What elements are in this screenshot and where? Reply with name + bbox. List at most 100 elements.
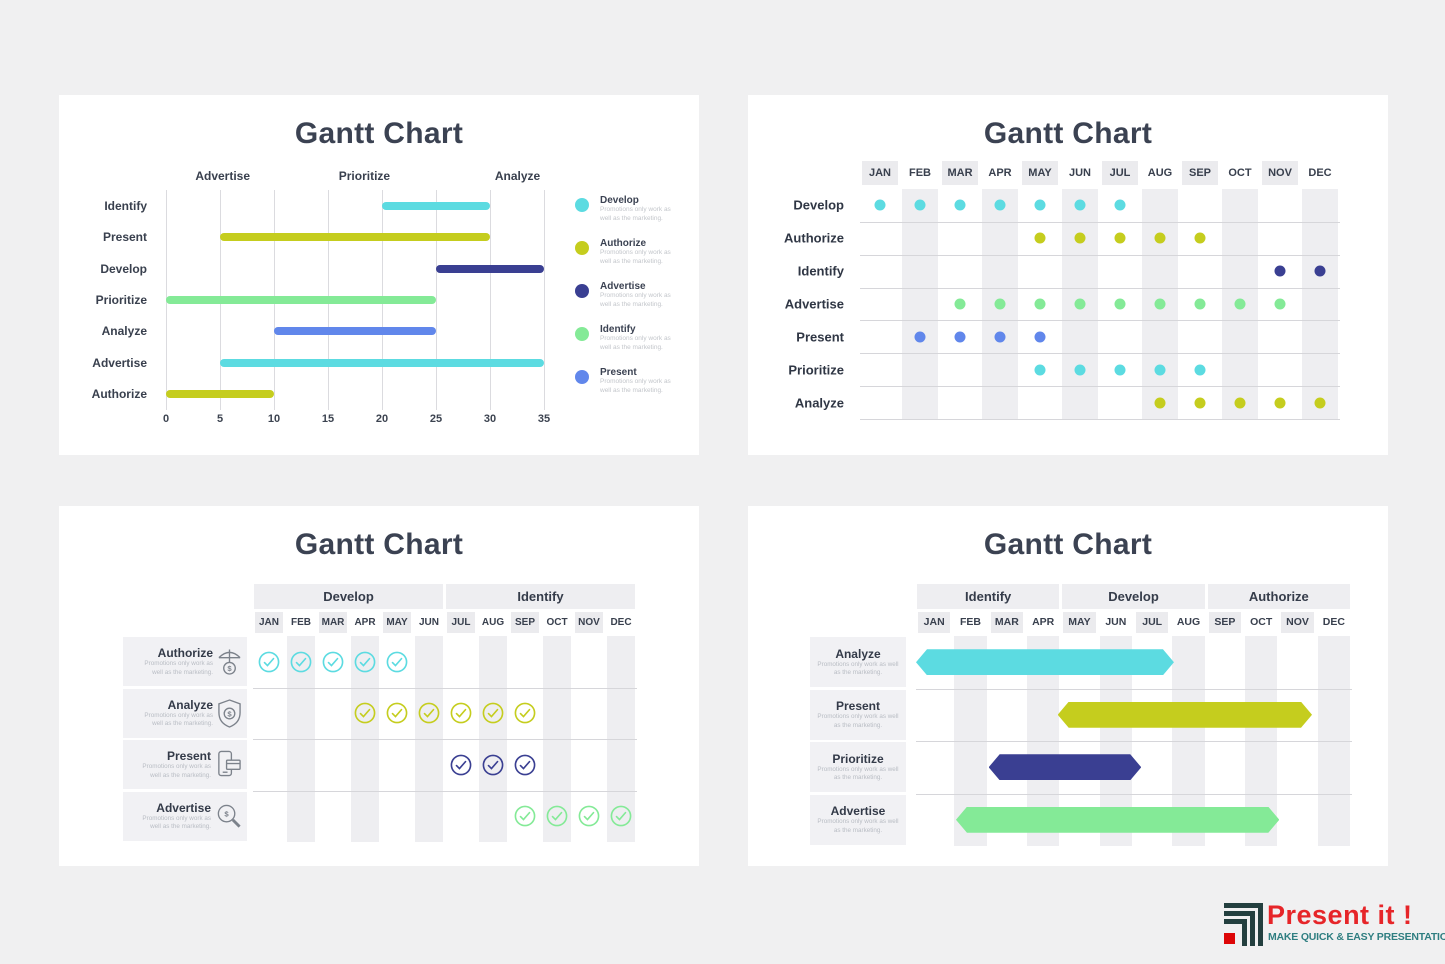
- task-label: Present: [102, 230, 147, 245]
- activity-dot: [1154, 397, 1166, 409]
- chart-row: [860, 255, 1340, 289]
- legend-label: Authorize: [600, 238, 647, 249]
- row-label: Present: [796, 329, 844, 345]
- activity-dot: [1114, 298, 1126, 310]
- activity-dot: [1154, 232, 1166, 244]
- row-label-box: Present Promotions only work as well as t…: [123, 740, 247, 789]
- row-description: Promotions only work as well as the mark…: [142, 814, 211, 830]
- activity-dot: [1034, 232, 1046, 244]
- activity-dot: [1274, 265, 1286, 277]
- column-stripe: [479, 636, 507, 842]
- activity-dot: [1034, 199, 1046, 211]
- legend: Develop Promotions only work as well as t…: [575, 195, 697, 415]
- gridline: [544, 190, 545, 410]
- row-label-box: Prioritize Promotions only work as well a…: [810, 742, 906, 792]
- activity-dot: [954, 298, 966, 310]
- column-stripe: [607, 636, 635, 842]
- check-icon: [418, 702, 441, 725]
- activity-dot: [1274, 397, 1286, 409]
- task-label: Develop: [100, 261, 147, 276]
- chart-row: [916, 794, 1352, 847]
- logo-bracket: [1224, 903, 1263, 946]
- task-label: Identify: [104, 198, 147, 213]
- phase-header: Prioritize: [338, 169, 391, 183]
- month-header-cell: NOV: [1262, 161, 1298, 185]
- month-header-cell: AUG: [1176, 616, 1201, 628]
- gantt-bar: [382, 201, 490, 210]
- month-header-cell: MAR: [319, 612, 347, 633]
- month-header-cell: JUN: [418, 617, 439, 628]
- task-label-boxes: Authorize Promotions only work as well as…: [123, 636, 249, 842]
- check-icon: [610, 805, 633, 828]
- activity-dot: [1154, 364, 1166, 376]
- month-header-cell: FEB: [959, 616, 981, 628]
- shield-dollar-icon: $: [217, 698, 242, 729]
- x-tick-label: 25: [429, 413, 443, 425]
- chart-row: [253, 739, 637, 792]
- phone-card-icon: [215, 749, 242, 780]
- legend-description: Promotions only work as well as the mark…: [600, 206, 671, 222]
- row-label: Identify: [797, 263, 844, 279]
- row-label-text: Authorize Promotions only work as well as…: [139, 646, 213, 676]
- month-header-cell: NOV: [1281, 612, 1314, 633]
- task-label: Authorize: [91, 387, 147, 402]
- row-description: Promotions only work as well as the mark…: [817, 713, 899, 729]
- month-header-cell: AUG: [1147, 167, 1173, 179]
- activity-dot: [914, 199, 926, 211]
- chart-row: [860, 288, 1340, 322]
- chart-row: [916, 741, 1352, 795]
- activity-dot: [1074, 199, 1086, 211]
- row-title: Prioritize: [832, 751, 884, 766]
- chart-row: [253, 791, 637, 843]
- magnifier-dollar-icon: $: [215, 802, 242, 831]
- activity-dot: [1234, 298, 1246, 310]
- month-header-cell: JUN: [1068, 167, 1091, 179]
- row-description: Promotions only work as well as the mark…: [144, 711, 213, 727]
- activity-dot: [954, 331, 966, 343]
- month-header-cell: OCT: [1228, 167, 1252, 179]
- gridline: [490, 190, 491, 410]
- check-icon: [354, 650, 377, 673]
- row-label-text: Analyze Promotions only work as well as t…: [139, 698, 213, 728]
- x-axis-ticks: 0 5 10 15 20 25 30 35: [163, 413, 550, 427]
- check-icon: [578, 805, 601, 828]
- check-icon: [322, 650, 345, 673]
- chart-title: Gantt Chart: [983, 528, 1153, 561]
- row-description: Promotions only work as well as the mark…: [144, 660, 213, 676]
- activity-dot: [1274, 298, 1286, 310]
- check-icon: [450, 702, 473, 725]
- month-header-cell: FEB: [291, 617, 311, 628]
- row-label-text: Present Promotions only work as well as t…: [137, 749, 211, 779]
- activity-dot: [994, 331, 1006, 343]
- chart-title: Gantt Chart: [294, 528, 464, 561]
- activity-dot: [1114, 364, 1126, 376]
- chart-row: [916, 689, 1352, 742]
- month-header-cell: JUL: [1136, 612, 1169, 633]
- x-tick-label: 10: [267, 413, 281, 425]
- column-stripe: [543, 636, 571, 842]
- row-label: Authorize: [784, 230, 844, 246]
- x-tick-label: 5: [216, 413, 224, 425]
- check-icon: [514, 753, 537, 776]
- row-description: Promotions only work as well as the mark…: [817, 818, 899, 834]
- row-title: Analyze: [167, 697, 213, 712]
- month-header-cell: AUG: [481, 617, 505, 628]
- month-header-cell: MAR: [990, 612, 1023, 633]
- row-label: Analyze: [794, 395, 844, 411]
- phase-group-header-row: Identify Develop Authorize: [916, 584, 1352, 609]
- activity-dot: [1074, 364, 1086, 376]
- panel-gantt-bars: Gantt Chart Advertise Prioritize Analyze I…: [59, 95, 699, 455]
- phase-column-headers: Advertise Prioritize Analyze: [166, 169, 544, 185]
- month-header-cell: JAN: [255, 612, 283, 633]
- check-icon: [482, 702, 505, 725]
- legend-dot: [575, 198, 589, 212]
- group-header-cell: Authorize: [1207, 584, 1350, 609]
- task-label-boxes: Analyze Promotions only work as well as t…: [810, 636, 906, 846]
- legend-item: Develop Promotions only work as well as t…: [575, 195, 695, 224]
- column-stripe: [1317, 636, 1350, 846]
- month-header-cell: DEC: [1308, 167, 1332, 179]
- svg-text:$: $: [227, 709, 232, 718]
- row-label-text: Advertise Promotions only work as well as…: [137, 801, 211, 831]
- legend-description: Promotions only work as well as the mark…: [600, 335, 671, 351]
- activity-dot: [1034, 364, 1046, 376]
